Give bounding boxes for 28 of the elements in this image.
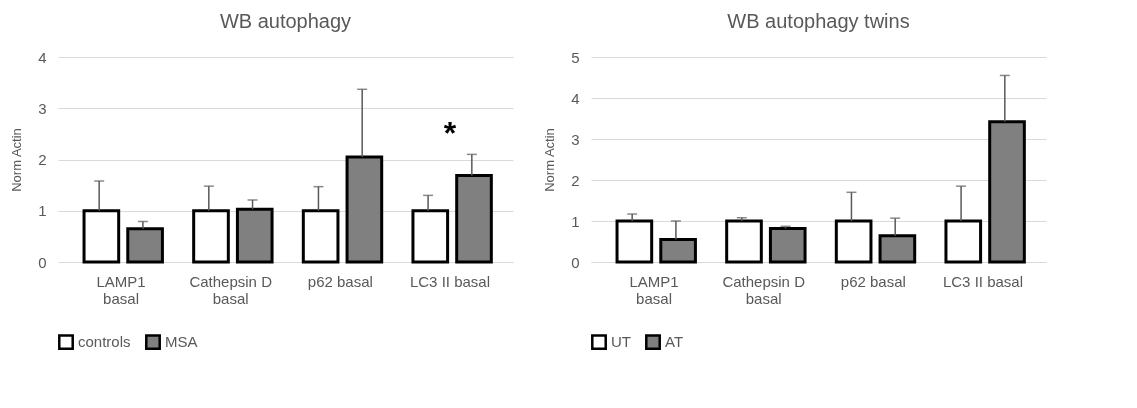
x-tick-label: Cathepsin D basal (722, 272, 806, 307)
y-tick-label: 1 (571, 212, 580, 230)
y-tick-label: 4 (38, 48, 47, 66)
y-tick-label: 3 (38, 99, 47, 117)
legend-label: UT (611, 333, 631, 351)
x-tick-label: LAMP1 basal (629, 272, 679, 307)
annotation: * (443, 115, 457, 151)
legend-label: AT (665, 333, 684, 351)
y-tick-label: 2 (571, 171, 580, 189)
y-tick-label: 2 (38, 151, 47, 168)
y-tick-label: 4 (571, 89, 580, 107)
chart-title: WB autophagy twins (727, 10, 910, 32)
x-tick-label: LC3 II basal (942, 272, 1023, 290)
x-tick-label: p62 basal (307, 272, 373, 290)
y-tick-label: 1 (38, 202, 47, 220)
y-axis-title: Norm Actin (9, 128, 25, 192)
chart-title: WB autophagy (219, 10, 352, 32)
legend-label: controls (78, 333, 131, 351)
x-tick-label: p62 basal (840, 272, 906, 290)
legend-label: MSA (165, 333, 198, 351)
y-tick-label: 0 (571, 253, 580, 271)
y-axis-title: Norm Actin (542, 128, 558, 192)
x-tick-label: LC3 II basal (409, 272, 490, 290)
x-tick-label: LAMP1 basal (96, 272, 146, 307)
y-tick-label: 5 (571, 48, 580, 66)
y-tick-label: 3 (571, 130, 580, 148)
x-tick-label: Cathepsin D basal (189, 272, 273, 307)
y-tick-label: 0 (38, 253, 47, 271)
